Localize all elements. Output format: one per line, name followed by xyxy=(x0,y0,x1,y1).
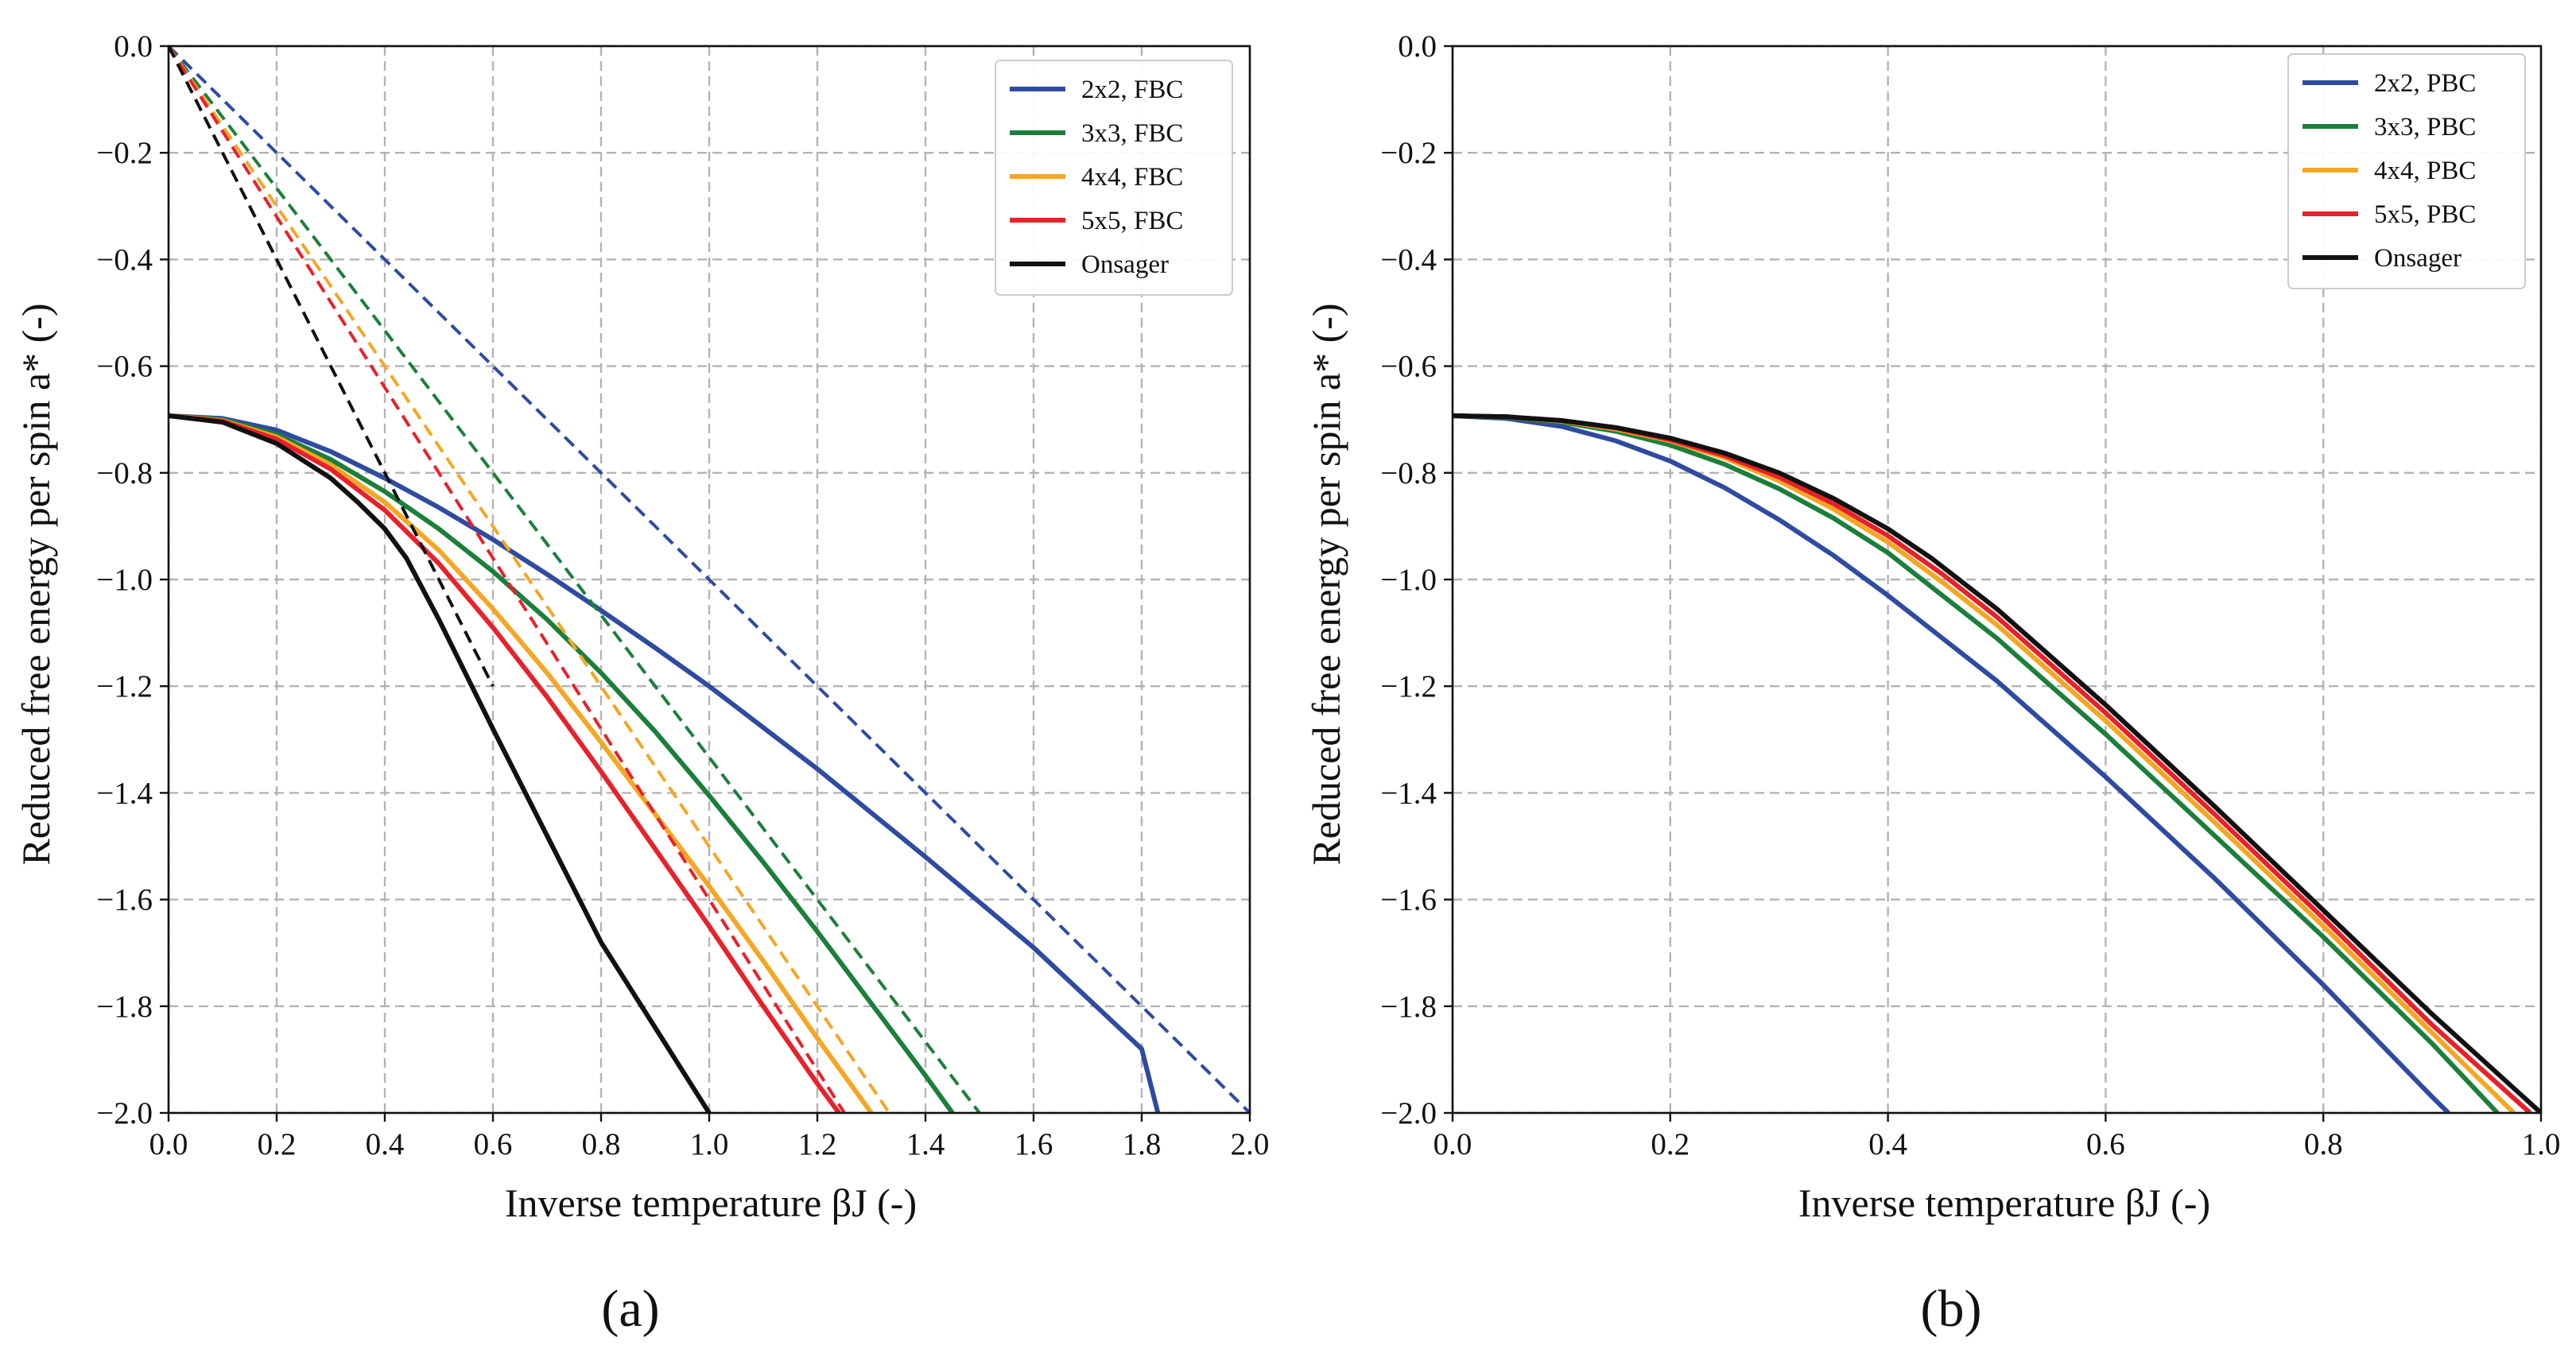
y-tick-label: −0.2 xyxy=(1380,136,1437,170)
y-tick-label: −1.6 xyxy=(96,883,153,917)
y-tick-label: −0.6 xyxy=(96,350,153,384)
y-axis-label-b: Reduced free energy per spin a* (-) xyxy=(1304,303,1348,865)
plot-frame xyxy=(1451,45,2543,1115)
legend-label: 5x5, FBC xyxy=(1081,207,1183,235)
x-tick-label: 2.0 xyxy=(1231,1127,1270,1161)
x-tick-label: 0.6 xyxy=(2086,1127,2125,1161)
y-tick-label: −0.4 xyxy=(96,242,153,277)
legend-label: 4x4, PBC xyxy=(2374,157,2476,185)
x-axis-label-a: Inverse temperature βJ (-) xyxy=(505,1180,917,1225)
y-tick-label: −0.2 xyxy=(96,136,153,170)
x-tick-label: 0.2 xyxy=(258,1127,297,1161)
legend: 2x2, FBC 3x3, FBC 4x4, FBC 5x5, FBC Onsager xyxy=(995,60,1233,296)
series-line-4x4-fbc-asymptote xyxy=(169,46,891,1113)
series-line-5x5-pbc xyxy=(1453,413,2532,1113)
chart-panel-a: Inverse temperature βJ (-) Reduced free … xyxy=(14,29,1269,1338)
series-line-2x2-pbc xyxy=(1453,413,2450,1113)
legend-label: Onsager xyxy=(1081,250,1169,279)
y-tick-label: −1.2 xyxy=(1380,669,1437,704)
y-tick-label: −1.0 xyxy=(96,563,153,597)
panel-label-a: (a) xyxy=(601,1280,659,1338)
legend: 2x2, PBC 3x3, PBC 4x4, PBC 5x5, PBC Onsager xyxy=(2287,53,2526,289)
y-tick-label: −2.0 xyxy=(1380,1096,1437,1130)
x-tick-label: 1.0 xyxy=(690,1127,729,1161)
x-tick-label: 0.2 xyxy=(1651,1127,1690,1161)
series-line-5x5-fbc-asymptote xyxy=(169,46,846,1113)
y-axis-label-a: Reduced free energy per spin a* (-) xyxy=(14,303,58,865)
y-tick-label: −0.8 xyxy=(96,456,153,490)
x-tick-label: 0.4 xyxy=(1868,1127,1907,1161)
panel-label-b: (b) xyxy=(1921,1280,1982,1338)
legend-label: 4x4, FBC xyxy=(1081,163,1183,192)
x-tick-label: 0.8 xyxy=(2304,1127,2343,1161)
legend-label: 3x3, FBC xyxy=(1081,119,1183,148)
y-tick-label: 0.0 xyxy=(1398,29,1437,64)
x-tick-label: 0.0 xyxy=(149,1127,188,1161)
x-tick-label: 0.8 xyxy=(582,1127,621,1161)
y-tick-label: −0.4 xyxy=(1380,242,1437,277)
plot-frame xyxy=(167,45,1251,1115)
series-line-onsager-asymptote xyxy=(169,46,495,688)
x-tick-label: 0.0 xyxy=(1433,1127,1472,1161)
chart-panel-b: Inverse temperature βJ (-) Reduced free … xyxy=(1304,29,2560,1338)
legend-label: 3x3, PBC xyxy=(2374,113,2476,142)
series-line-onsager xyxy=(169,413,712,1113)
x-tick-label: 1.8 xyxy=(1123,1127,1162,1161)
legend-label: Onsager xyxy=(2374,244,2462,273)
legend-label: 2x2, FBC xyxy=(1081,76,1183,104)
series-line-3x3-fbc-asymptote xyxy=(169,46,981,1113)
y-tick-label: −1.8 xyxy=(1380,990,1437,1024)
y-tick-label: −0.6 xyxy=(1380,350,1437,384)
series-line-3x3-fbc xyxy=(169,413,955,1113)
x-tick-label: 1.2 xyxy=(798,1127,837,1161)
legend-box xyxy=(995,60,1233,296)
x-tick-label: 0.6 xyxy=(474,1127,513,1161)
legend-label: 2x2, PBC xyxy=(2374,69,2476,98)
x-axis-label-b: Inverse temperature βJ (-) xyxy=(1798,1180,2210,1225)
y-tick-label: −0.8 xyxy=(1380,456,1437,490)
series-line-2x2-fbc xyxy=(169,413,1161,1113)
y-tick-label: −1.6 xyxy=(1380,883,1437,917)
y-tick-label: −1.4 xyxy=(96,776,153,810)
y-tick-label: −1.8 xyxy=(96,990,153,1024)
x-tick-label: 0.4 xyxy=(366,1127,405,1161)
y-tick-label: 0.0 xyxy=(114,29,153,64)
series-line-4x4-pbc xyxy=(1453,413,2516,1113)
legend-box xyxy=(2287,53,2526,289)
y-tick-label: −2.0 xyxy=(96,1096,153,1130)
series-line-2x2-fbc-asymptote xyxy=(169,46,1250,1113)
x-tick-label: 1.4 xyxy=(906,1127,945,1161)
y-tick-label: −1.2 xyxy=(96,669,153,704)
x-tick-label: 1.6 xyxy=(1014,1127,1053,1161)
y-tick-label: −1.0 xyxy=(1380,563,1437,597)
y-tick-label: −1.4 xyxy=(1380,776,1437,810)
legend-label: 5x5, PBC xyxy=(2374,200,2476,229)
x-tick-label: 1.0 xyxy=(2522,1127,2561,1161)
series-line-5x5-fbc xyxy=(169,413,841,1113)
series-line-onsager xyxy=(1453,413,2541,1113)
series-line-3x3-pbc xyxy=(1453,413,2500,1113)
